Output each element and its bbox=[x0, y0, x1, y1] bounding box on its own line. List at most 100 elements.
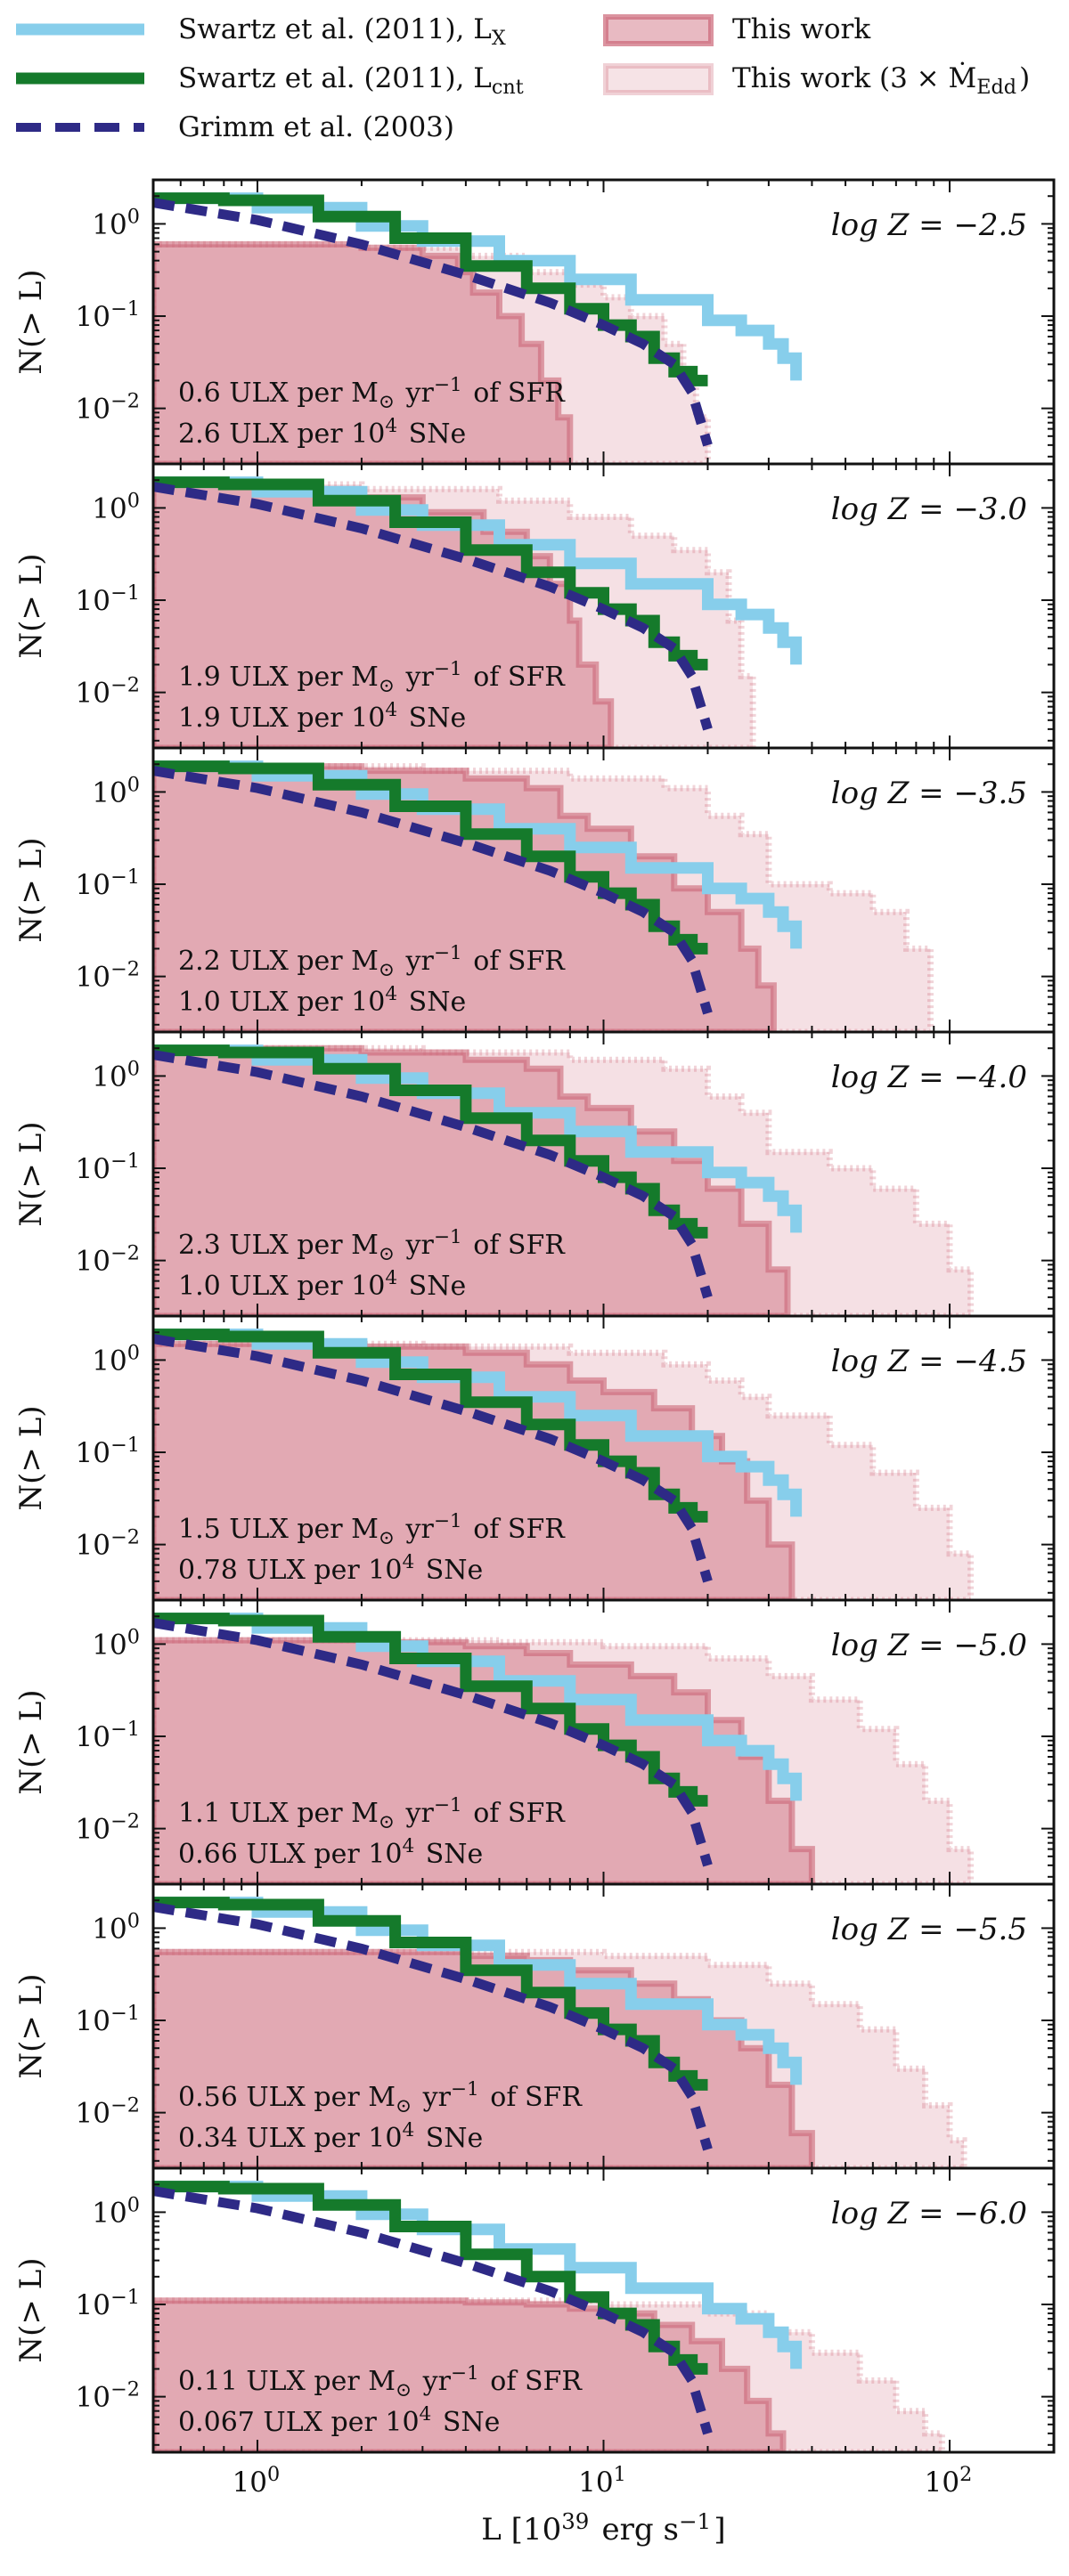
y-axis-title: N(> L) bbox=[13, 1973, 49, 2078]
series-this-work-3x-area bbox=[153, 1948, 967, 2168]
y-tick-label: 10−1 bbox=[76, 1150, 143, 1185]
shared-x-axis: 100 101 102 L [1039 erg s−1 ] bbox=[233, 2463, 975, 2548]
y-tick-label: 100 bbox=[92, 1625, 143, 1661]
y-tick-label: 10−2 bbox=[76, 1526, 143, 1562]
legend-label: This work bbox=[732, 13, 870, 45]
y-tick-label: 10−1 bbox=[76, 1718, 143, 1753]
metallicity-label: log Z = −4.5 bbox=[831, 1344, 1027, 1379]
y-tick-label: 100 bbox=[92, 205, 143, 240]
y-tick-label: 100 bbox=[92, 2193, 143, 2229]
metallicity-label: log Z = −2.5 bbox=[831, 207, 1027, 243]
x-tick-label: 102 bbox=[925, 2463, 975, 2499]
y-tick-label: 10−1 bbox=[76, 2002, 143, 2037]
series-this-work-3x-area bbox=[153, 481, 756, 748]
x-axis-title: L [1039 erg s−1 ] bbox=[481, 2508, 725, 2548]
y-tick-label: 10−1 bbox=[76, 2286, 143, 2321]
y-tick-label: 100 bbox=[92, 1057, 143, 1093]
series-grimm bbox=[153, 482, 713, 731]
series-this-work-3x-area bbox=[153, 2297, 945, 2452]
y-tick-label: 10−2 bbox=[76, 2094, 143, 2130]
metallicity-label: log Z = −5.0 bbox=[831, 1628, 1027, 1663]
panel: 100 10−1 10−2 N(> L) log Z = −5.0 1.1 ULX … bbox=[13, 1598, 1056, 1886]
y-tick-label: 10−2 bbox=[76, 390, 143, 426]
ulx-rate-sfr: 0.11 ULX per M⊙ yr−1 of SFR bbox=[178, 2362, 583, 2401]
series-this-work-area bbox=[153, 240, 574, 464]
y-tick-label: 10−2 bbox=[76, 1242, 143, 1278]
ulx-rate-sfr: 2.2 ULX per M⊙ yr−1 of SFR bbox=[178, 942, 566, 981]
metallicity-label: log Z = −3.0 bbox=[831, 492, 1027, 527]
y-tick-label: 10−1 bbox=[76, 1434, 143, 1469]
legend-entry: Swartz et al. (2011), Lcnt bbox=[16, 62, 526, 99]
series-grimm bbox=[153, 1050, 713, 1299]
y-axis-title: N(> L) bbox=[13, 2257, 49, 2362]
ulx-rate-sne: 2.6 ULX per 104 SNe bbox=[178, 415, 466, 450]
series-grimm bbox=[153, 1334, 713, 1583]
panel: 100 10−1 10−2 N(> L) log Z = −4.5 1.5 ULX … bbox=[13, 1314, 1056, 1602]
metallicity-label: log Z = −4.0 bbox=[831, 1060, 1027, 1095]
series-this-work-3x-area bbox=[153, 763, 934, 1032]
y-axis-title: N(> L) bbox=[13, 1405, 49, 1510]
ulx-rate-sne: 1.0 ULX per 104 SNe bbox=[178, 983, 466, 1018]
ulx-rate-sfr: 1.1 ULX per M⊙ yr−1 of SFR bbox=[178, 1794, 566, 1833]
series-this-work-area bbox=[153, 1340, 796, 1600]
y-tick-label: 100 bbox=[92, 1909, 143, 1945]
y-tick-label: 100 bbox=[92, 773, 143, 809]
y-axis-title: N(> L) bbox=[13, 1121, 49, 1226]
y-tick-label: 100 bbox=[92, 1341, 143, 1377]
ulx-rate-sne: 0.34 ULX per 104 SNe bbox=[178, 2119, 483, 2154]
series-this-work-area bbox=[153, 2297, 787, 2452]
series-this-work-area bbox=[153, 1637, 815, 1884]
ulx-rate-sfr: 1.9 ULX per M⊙ yr−1 of SFR bbox=[178, 658, 566, 697]
ulx-rate-sfr: 0.6 ULX per M⊙ yr−1 of SFR bbox=[178, 374, 566, 413]
series-grimm bbox=[153, 2186, 713, 2435]
ulx-rate-sfr: 2.3 ULX per M⊙ yr−1 of SFR bbox=[178, 1226, 566, 1265]
legend-label: Swartz et al. (2011), LX bbox=[178, 13, 509, 50]
y-tick-label: 10−2 bbox=[76, 1810, 143, 1846]
ulx-rate-sne: 0.78 ULX per 104 SNe bbox=[178, 1551, 483, 1586]
y-tick-label: 10−1 bbox=[76, 865, 143, 901]
y-axis-title: N(> L) bbox=[13, 1689, 49, 1794]
legend-label: Swartz et al. (2011), Lcnt bbox=[178, 62, 526, 99]
ulx-rate-sfr: 0.56 ULX per M⊙ yr−1 of SFR bbox=[178, 2078, 583, 2117]
y-tick-label: 10−2 bbox=[76, 958, 143, 994]
legend-swatch bbox=[603, 14, 714, 46]
series-grimm bbox=[153, 766, 713, 1015]
ulx-rate-sne: 0.66 ULX per 104 SNe bbox=[178, 1835, 483, 1870]
legend: Swartz et al. (2011), LX Swartz et al. (… bbox=[16, 13, 1030, 143]
ulx-rate-sne: 1.0 ULX per 104 SNe bbox=[178, 1267, 466, 1302]
series-grimm bbox=[153, 198, 713, 447]
y-tick-label: 10−2 bbox=[76, 2378, 143, 2414]
panels: 100 10−1 10−2 N(> L) log Z = −2.5 0.6 ULX … bbox=[13, 178, 1056, 2454]
series-grimm bbox=[153, 1902, 713, 2151]
legend-entry: This work bbox=[603, 13, 870, 46]
legend-label: This work (3 × ṀEdd ) bbox=[732, 61, 1030, 99]
y-tick-label: 10−1 bbox=[76, 297, 143, 333]
legend-entry: Swartz et al. (2011), LX bbox=[16, 13, 509, 50]
y-tick-label: 10−1 bbox=[76, 581, 143, 617]
legend-entry: This work (3 × ṀEdd ) bbox=[603, 61, 1030, 99]
x-tick-label: 100 bbox=[233, 2463, 283, 2499]
ulx-rate-sfr: 1.5 ULX per M⊙ yr−1 of SFR bbox=[178, 1510, 566, 1549]
legend-swatch bbox=[603, 63, 714, 95]
y-axis-title: N(> L) bbox=[13, 269, 49, 374]
x-tick-label: 101 bbox=[578, 2463, 629, 2499]
panel: 100 10−1 10−2 N(> L) log Z = −3.5 2.2 ULX … bbox=[13, 746, 1056, 1034]
y-axis-title: N(> L) bbox=[13, 553, 49, 658]
panel: 100 10−1 10−2 N(> L) log Z = −2.5 0.6 ULX … bbox=[13, 178, 1056, 466]
y-tick-label: 10−2 bbox=[76, 674, 143, 710]
y-tick-label: 100 bbox=[92, 489, 143, 524]
panel: 100 10−1 10−2 N(> L) log Z = −5.5 0.56 ULX… bbox=[13, 1882, 1056, 2170]
legend-label: Grimm et al. (2003) bbox=[178, 111, 454, 143]
metallicity-label: log Z = −6.0 bbox=[831, 2196, 1027, 2231]
ulx-rate-sne: 0.067 ULX per 104 SNe bbox=[178, 2403, 500, 2438]
y-axis-title: N(> L) bbox=[13, 837, 49, 942]
panel: 100 10−1 10−2 N(> L) log Z = −6.0 0.11 ULX… bbox=[13, 2166, 1056, 2454]
series-grimm bbox=[153, 1618, 713, 1867]
metallicity-label: log Z = −5.5 bbox=[831, 1912, 1027, 1947]
ulx-rate-sne: 1.9 ULX per 104 SNe bbox=[178, 699, 466, 734]
panel: 100 10−1 10−2 N(> L) log Z = −4.0 2.3 ULX … bbox=[13, 1030, 1056, 1318]
series-this-work-3x-area bbox=[153, 1637, 975, 1884]
legend-entry: Grimm et al. (2003) bbox=[16, 111, 454, 143]
metallicity-label: log Z = −3.5 bbox=[831, 776, 1027, 811]
